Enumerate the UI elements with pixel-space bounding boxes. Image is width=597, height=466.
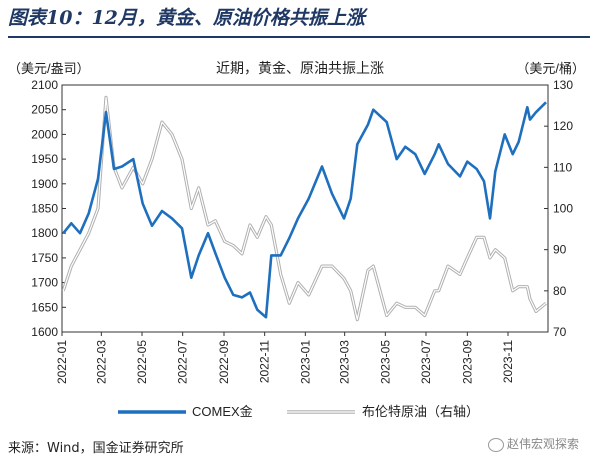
right-axis-ticks: 70 80 90 100 110 120 130 — [544, 78, 573, 339]
right-tick-label: 90 — [553, 243, 567, 257]
x-tick-label: 2022-01 — [55, 340, 69, 384]
left-tick-label: 2100 — [31, 78, 58, 92]
left-tick-label: 1600 — [31, 325, 58, 339]
x-tick-label: 2023-03 — [338, 340, 352, 384]
x-tick-label: 2022-07 — [176, 340, 190, 384]
left-tick-label: 1950 — [31, 152, 58, 166]
series-gold-line — [62, 101, 547, 319]
left-axis-unit: （美元/盎司） — [8, 61, 90, 76]
x-axis-ticks: 2022-01 2022-03 2022-05 2022-07 2022-09 2022-… — [55, 332, 515, 384]
left-tick-label: 1850 — [31, 202, 58, 216]
left-tick-label: 1700 — [31, 276, 58, 290]
legend-gold-label: COMEX金 — [192, 404, 253, 419]
right-tick-label: 70 — [553, 325, 567, 339]
left-tick-label: 1800 — [31, 226, 58, 240]
axes — [61, 84, 549, 333]
series-oil-line-inner — [62, 96, 547, 321]
source-note: 来源：Wind，国金证券研究所 — [8, 441, 184, 456]
left-tick-label: 1900 — [31, 177, 58, 191]
left-tick-label: 1650 — [31, 300, 58, 314]
left-tick-label: 2050 — [31, 103, 58, 117]
legend-oil-label: 布伦特原油（右轴） — [362, 404, 479, 419]
right-tick-label: 80 — [553, 284, 567, 298]
x-tick-label: 2022-09 — [217, 340, 231, 384]
x-tick-label: 2023-07 — [419, 340, 433, 384]
left-axis-ticks: 1600 1650 1700 1750 1800 1850 1900 1950 2000 2050… — [31, 78, 66, 339]
watermark-text: 赵伟宏观探索 — [507, 437, 580, 451]
x-tick-label: 2022-11 — [258, 340, 272, 383]
right-axis-unit: （美元/桶） — [516, 61, 585, 76]
right-tick-label: 120 — [553, 119, 573, 133]
right-tick-label: 100 — [553, 202, 573, 216]
watermark: 赵伟宏观探索 — [488, 435, 579, 452]
series-layer — [61, 95, 548, 322]
x-tick-label: 2023-09 — [460, 340, 474, 384]
dual-axis-line-chart: 近期，黄金、原油共振上涨 （美元/盎司） （美元/桶） 1600 1650 1700… — [8, 60, 585, 419]
figure-title: 图表10：12月，黄金、原油价格共振上涨 — [8, 7, 365, 29]
legend: COMEX金 布伦特原油（右轴） — [118, 404, 479, 419]
chart-title: 近期，黄金、原油共振上涨 — [216, 60, 384, 76]
x-tick-label: 2022-03 — [94, 340, 108, 384]
x-tick-label: 2023-01 — [298, 340, 312, 384]
plot-frame — [61, 84, 549, 333]
x-tick-label: 2023-11 — [501, 340, 515, 383]
right-tick-label: 130 — [553, 78, 573, 92]
title-rule — [8, 36, 590, 38]
left-tick-label: 2000 — [31, 127, 58, 141]
x-tick-label: 2022-05 — [135, 340, 149, 384]
wechat-icon — [488, 437, 504, 452]
left-tick-label: 1750 — [31, 251, 58, 265]
x-tick-label: 2023-05 — [378, 340, 392, 384]
right-tick-label: 110 — [553, 160, 572, 174]
